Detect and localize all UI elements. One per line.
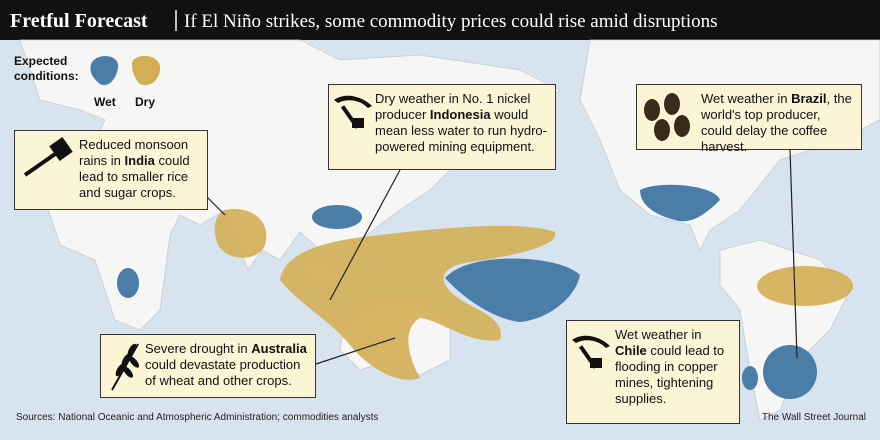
wet-area bbox=[117, 268, 139, 298]
legend-dry-swatch bbox=[131, 55, 160, 86]
callout: Wet weather in Brazil, the world's top p… bbox=[636, 84, 862, 154]
wet-area bbox=[763, 345, 817, 399]
callout-text: Wet weather in bbox=[615, 327, 702, 342]
credit: The Wall Street Journal bbox=[762, 412, 866, 423]
dry-area bbox=[757, 266, 853, 306]
callout: Wet weather in Chile could lead to flood… bbox=[566, 320, 740, 424]
wet-area bbox=[742, 366, 758, 390]
legend-title-line: Expected bbox=[14, 54, 68, 68]
title-bar bbox=[0, 0, 880, 40]
subtitle: If El Niño strikes, some commodity price… bbox=[184, 11, 718, 32]
legend-title-line: conditions: bbox=[14, 69, 79, 83]
callout-bold: India bbox=[124, 153, 155, 168]
callout-text: Dry weather in No. 1 nickel producer bbox=[375, 91, 531, 122]
legend-wet-label: Wet bbox=[94, 95, 116, 109]
callout: Severe drought in Australia could devast… bbox=[100, 334, 316, 398]
callout-text: Wet weather in bbox=[701, 91, 792, 106]
sources: Sources: National Oceanic and Atmospheri… bbox=[16, 412, 378, 423]
dry-area bbox=[214, 209, 267, 258]
wet-area bbox=[312, 205, 362, 229]
pointers bbox=[204, 149, 798, 365]
callout-text: , the world's top producer, could delay … bbox=[701, 91, 852, 154]
legend-title: Expected conditions: bbox=[14, 54, 79, 84]
legend-dry-label: Dry bbox=[135, 95, 156, 109]
callout-text: Reduced monsoon rains in bbox=[79, 137, 189, 168]
callout-bold: Chile bbox=[615, 343, 647, 358]
title: Fretful Forecast bbox=[10, 10, 148, 32]
wet-area bbox=[640, 184, 720, 222]
callout: Dry weather in No. 1 nickel producer Ind… bbox=[328, 84, 556, 170]
legend-wet-swatch bbox=[90, 56, 119, 86]
callout-text: could lead to smaller rice and sugar cro… bbox=[79, 153, 190, 200]
callout-bold: Australia bbox=[251, 341, 307, 356]
callout-text: Severe drought in bbox=[145, 341, 252, 356]
wet-area bbox=[445, 258, 580, 322]
callout: Reduced monsoon rains in India could lea… bbox=[14, 130, 208, 210]
callout-text: could devastate production of wheat and … bbox=[145, 357, 301, 388]
callout-text: could lead to flooding in copper mines, … bbox=[615, 343, 725, 406]
callout-bold: Indonesia bbox=[429, 107, 491, 122]
callout-bold: Brazil bbox=[791, 91, 827, 106]
callout-text: would mean less water to run hydro-power… bbox=[375, 107, 547, 154]
